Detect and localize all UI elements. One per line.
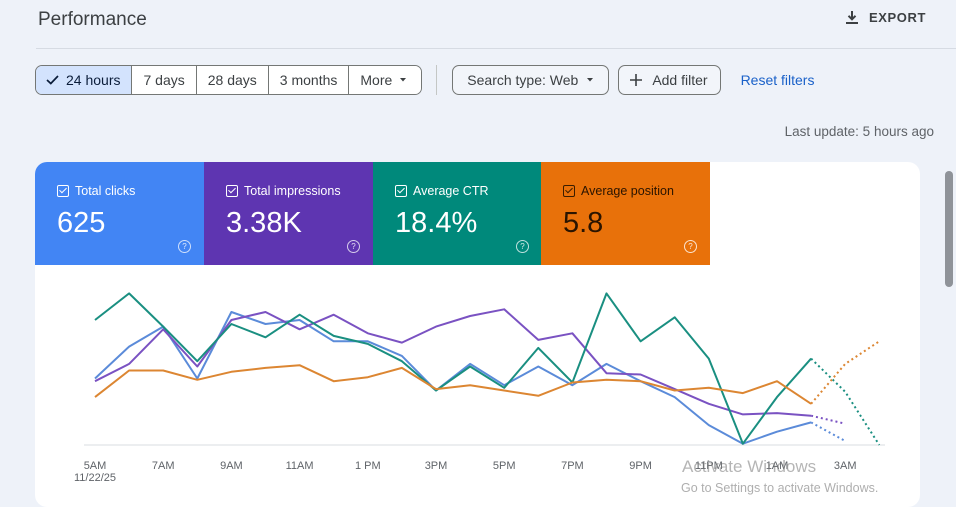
x-tick-label: 3PM bbox=[425, 460, 448, 472]
x-tick-label: 9PM bbox=[629, 460, 652, 472]
date-range-7-days[interactable]: 7 days bbox=[132, 66, 197, 94]
x-tick-label: 3AM bbox=[834, 460, 857, 472]
series-line-partial-3 bbox=[810, 340, 880, 405]
checkbox-icon[interactable] bbox=[563, 185, 575, 197]
dropdown-arrow-icon bbox=[400, 78, 407, 82]
metric-label: Average position bbox=[581, 184, 674, 198]
activation-watermark-subtitle: Go to Settings to activate Windows. bbox=[681, 481, 879, 495]
date-range-3-months[interactable]: 3 months bbox=[268, 66, 350, 94]
x-tick-label: 1 PM bbox=[355, 460, 381, 472]
series-line-0 bbox=[94, 311, 812, 445]
metric-label-row: Average position bbox=[563, 184, 674, 198]
download-icon bbox=[845, 11, 858, 24]
series-line-1 bbox=[94, 308, 812, 417]
export-label: EXPORT bbox=[868, 10, 926, 25]
x-tick-label: 7AM bbox=[152, 460, 175, 472]
header-divider bbox=[36, 48, 956, 49]
help-icon[interactable]: ? bbox=[684, 240, 697, 253]
series-line-partial-2 bbox=[810, 357, 881, 446]
performance-card: Total clicks 625 ? Total impressions 3.3… bbox=[35, 162, 920, 507]
date-range-label: More bbox=[360, 72, 393, 88]
date-range-selector: 24 hours 7 days 28 days 3 months More bbox=[35, 65, 423, 95]
metric-total-impressions[interactable]: Total impressions 3.38K ? bbox=[204, 162, 373, 265]
add-filter-label: Add filter bbox=[652, 72, 708, 88]
x-tick-sublabel: 11/22/25 bbox=[74, 472, 116, 484]
filter-bar: 24 hours 7 days 28 days 3 months More Se… bbox=[35, 65, 814, 95]
page-header: Performance EXPORT bbox=[0, 0, 956, 48]
series-line-partial-0 bbox=[810, 421, 846, 442]
date-range-label: 24 hours bbox=[66, 72, 121, 88]
page-title: Performance bbox=[38, 9, 147, 30]
x-tick-label: 5AM bbox=[84, 460, 107, 472]
scrollbar-thumb[interactable] bbox=[945, 171, 953, 287]
date-range-24-hours[interactable]: 24 hours bbox=[36, 66, 133, 94]
date-range-label: 28 days bbox=[207, 72, 257, 88]
series-line-partial-1 bbox=[810, 414, 846, 425]
x-tick-label: 11AM bbox=[286, 460, 314, 472]
x-tick-label: 1AM bbox=[766, 460, 789, 472]
x-tick-label: 7PM bbox=[561, 460, 584, 472]
export-button[interactable]: EXPORT bbox=[845, 10, 926, 25]
help-icon[interactable]: ? bbox=[347, 240, 360, 253]
search-type-dropdown[interactable]: Search type: Web bbox=[452, 65, 610, 95]
metric-value: 3.38K bbox=[226, 207, 302, 239]
add-filter-button[interactable]: Add filter bbox=[618, 65, 721, 95]
x-tick-label: 5PM bbox=[493, 460, 516, 472]
metric-value: 18.4% bbox=[395, 207, 478, 239]
metric-average-position[interactable]: Average position 5.8 ? bbox=[541, 162, 710, 265]
metric-label: Average CTR bbox=[413, 184, 489, 198]
plus-icon bbox=[630, 74, 643, 86]
checkbox-icon[interactable] bbox=[395, 185, 407, 197]
date-range-label: 3 months bbox=[279, 72, 338, 88]
last-update-text: Last update: 5 hours ago bbox=[784, 124, 934, 139]
checkbox-icon[interactable] bbox=[57, 185, 69, 197]
activation-watermark-title: Activate Windows bbox=[682, 457, 817, 476]
x-tick-label: 9AM bbox=[220, 460, 243, 472]
reset-filters-link[interactable]: Reset filters bbox=[740, 72, 815, 88]
filter-divider bbox=[436, 65, 438, 95]
metric-value: 625 bbox=[57, 207, 106, 239]
date-range-28-days[interactable]: 28 days bbox=[196, 66, 269, 94]
series-line-2 bbox=[94, 292, 812, 445]
check-icon bbox=[46, 75, 59, 85]
dropdown-arrow-icon bbox=[587, 78, 594, 82]
x-tick-label: 11PM bbox=[695, 460, 723, 472]
date-range-label: 7 days bbox=[143, 72, 185, 88]
search-type-label: Search type: Web bbox=[467, 72, 579, 88]
scrollbar[interactable] bbox=[942, 162, 956, 505]
checkbox-icon[interactable] bbox=[226, 185, 238, 197]
series-line-3 bbox=[94, 364, 812, 405]
metric-label-row: Total clicks bbox=[57, 184, 135, 198]
metric-total-clicks[interactable]: Total clicks 625 ? bbox=[35, 162, 204, 265]
date-range-more[interactable]: More bbox=[349, 66, 422, 94]
metric-value: 5.8 bbox=[563, 207, 604, 239]
metric-label: Total clicks bbox=[75, 184, 136, 198]
metric-average-ctr[interactable]: Average CTR 18.4% ? bbox=[373, 162, 542, 265]
metric-label-row: Total impressions bbox=[226, 184, 341, 198]
metric-label-row: Average CTR bbox=[395, 184, 489, 198]
metric-label: Total impressions bbox=[244, 184, 341, 198]
help-icon[interactable]: ? bbox=[178, 240, 191, 253]
help-icon[interactable]: ? bbox=[516, 240, 529, 253]
